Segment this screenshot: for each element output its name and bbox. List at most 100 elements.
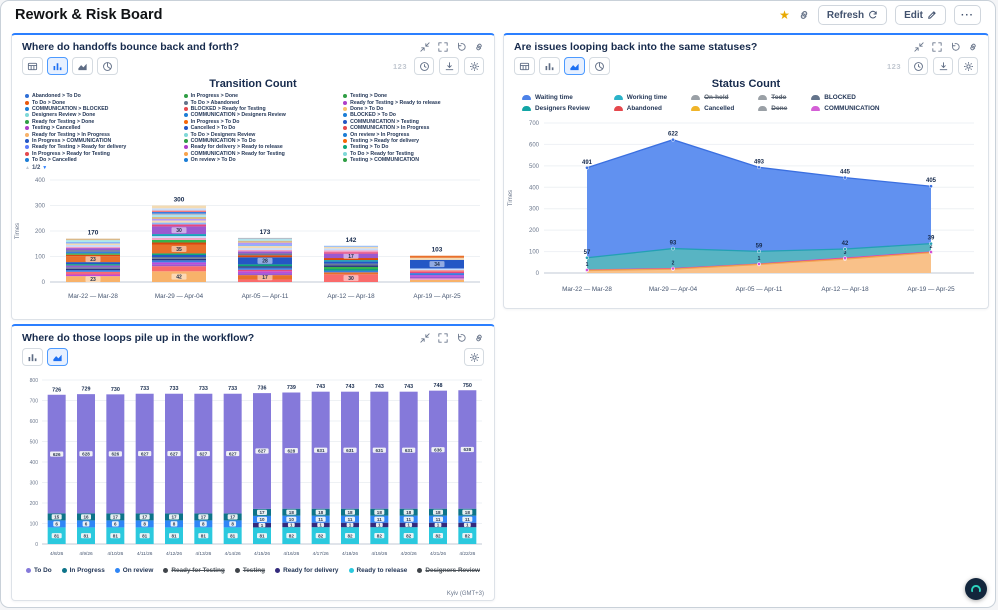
- svg-text:626: 626: [53, 452, 61, 457]
- link-icon[interactable]: [968, 42, 978, 52]
- chart-type-switcher: [22, 57, 118, 75]
- bar-chart-button[interactable]: [22, 348, 43, 366]
- fullscreen-icon[interactable]: [438, 42, 448, 52]
- area-chart-button[interactable]: [72, 57, 93, 75]
- edit-button[interactable]: Edit: [895, 5, 946, 25]
- collapse-icon[interactable]: [420, 333, 430, 343]
- svg-text:18: 18: [406, 510, 412, 515]
- favorite-star-icon[interactable]: ★: [779, 9, 790, 21]
- legend-label: Ready for Testing > Ready to release: [350, 100, 441, 106]
- collapse-icon[interactable]: [914, 42, 924, 52]
- transition-count-chart[interactable]: 0100200300400Times2323170Mar-22 — Mar-28…: [12, 172, 490, 306]
- svg-text:11: 11: [348, 517, 353, 522]
- svg-text:400: 400: [529, 185, 540, 191]
- bar-chart-button[interactable]: [47, 57, 68, 75]
- pager-up-icon[interactable]: ▲: [25, 165, 30, 171]
- download-button[interactable]: [933, 57, 953, 75]
- svg-text:405: 405: [926, 178, 937, 184]
- legend-swatch: [184, 101, 188, 105]
- svg-text:743: 743: [404, 384, 413, 390]
- legend-label: In Progress > Ready for Testing: [32, 151, 110, 157]
- legend-swatch: [184, 139, 188, 143]
- legend-item[interactable]: Cancelled: [691, 104, 734, 114]
- gear-icon[interactable]: [464, 348, 484, 366]
- chart-type-switcher: [514, 57, 610, 75]
- chat-widget-button[interactable]: [965, 578, 987, 600]
- table-view-button[interactable]: [22, 57, 43, 75]
- svg-text:Apr-12 — Apr-18: Apr-12 — Apr-18: [327, 293, 375, 300]
- legend-item[interactable]: Done: [758, 104, 787, 114]
- legend-item[interactable]: To Do > Cancelled: [25, 157, 176, 163]
- svg-text:730: 730: [111, 387, 120, 393]
- topbar-actions: ★ Refresh Edit ···: [779, 5, 981, 25]
- gear-icon[interactable]: [958, 57, 978, 75]
- legend-item[interactable]: To Do: [26, 567, 52, 574]
- bar-chart-button[interactable]: [539, 57, 560, 75]
- panel-statuses: Are issues looping back into the same st…: [503, 33, 989, 309]
- legend-item[interactable]: COMMUNICATION: [811, 104, 879, 114]
- svg-text:1: 1: [407, 523, 410, 528]
- download-button[interactable]: [439, 57, 459, 75]
- legend-label: To Do > Ready for Testing: [350, 151, 414, 157]
- svg-text:82: 82: [318, 533, 324, 538]
- legend-item[interactable]: Ready for Testing: [163, 567, 225, 574]
- link-icon[interactable]: [474, 42, 484, 52]
- workflow-stacked-chart[interactable]: 0100200300400500600700800816156267264/8/…: [12, 368, 490, 564]
- svg-text:81: 81: [113, 533, 119, 538]
- svg-text:4/18/26: 4/18/26: [342, 551, 358, 557]
- pie-chart-button[interactable]: [97, 57, 118, 75]
- pie-chart-button[interactable]: [589, 57, 610, 75]
- legend-item[interactable]: Designers Review: [417, 567, 480, 574]
- refresh-button[interactable]: Refresh: [818, 5, 887, 25]
- time-range-button[interactable]: [414, 57, 434, 75]
- svg-text:Times: Times: [15, 223, 21, 239]
- legend-item[interactable]: Ready for delivery: [275, 567, 338, 574]
- legend-item[interactable]: BLOCKED: [811, 93, 879, 103]
- fullscreen-icon[interactable]: [932, 42, 942, 52]
- legend-item[interactable]: Ready to release: [349, 567, 408, 574]
- legend-item[interactable]: Todo: [758, 93, 787, 103]
- link-icon[interactable]: [474, 333, 484, 343]
- value-labels-toggle[interactable]: 123: [393, 62, 407, 71]
- status-count-chart[interactable]: 0100200300400500600700Times1213257935942…: [504, 115, 986, 307]
- legend-swatch: [235, 568, 240, 573]
- legend-item[interactable]: Testing: [235, 567, 265, 574]
- svg-text:300: 300: [174, 197, 185, 204]
- legend-item[interactable]: Testing > COMMUNICATION: [343, 157, 490, 163]
- area-chart-button[interactable]: [564, 57, 585, 75]
- legend-swatch: [343, 94, 347, 98]
- svg-text:81: 81: [171, 533, 177, 538]
- legend-item[interactable]: Waiting time: [522, 93, 590, 103]
- legend-item[interactable]: In Progress: [62, 567, 105, 574]
- svg-text:Apr-12 — Apr-18: Apr-12 — Apr-18: [821, 286, 869, 293]
- fullscreen-icon[interactable]: [438, 333, 448, 343]
- legend-swatch: [758, 106, 767, 111]
- svg-text:18: 18: [289, 510, 295, 515]
- svg-text:400: 400: [35, 178, 46, 184]
- panel-statuses-title: Are issues looping back into the same st…: [514, 41, 757, 53]
- svg-text:59: 59: [756, 243, 763, 249]
- legend-item[interactable]: Working time: [614, 93, 667, 103]
- legend-swatch: [184, 126, 188, 130]
- reset-icon[interactable]: [950, 42, 960, 52]
- area-chart-button[interactable]: [47, 348, 68, 366]
- value-labels-toggle[interactable]: 123: [887, 62, 901, 71]
- svg-text:631: 631: [346, 448, 354, 453]
- table-view-button[interactable]: [514, 57, 535, 75]
- svg-text:748: 748: [434, 383, 443, 389]
- gear-icon[interactable]: [464, 57, 484, 75]
- legend-item[interactable]: On review > To Do: [184, 157, 335, 163]
- legend-item[interactable]: Designers Review: [522, 104, 590, 114]
- time-range-button[interactable]: [908, 57, 928, 75]
- collapse-icon[interactable]: [420, 42, 430, 52]
- copy-link-icon[interactable]: [798, 9, 810, 21]
- reset-icon[interactable]: [456, 333, 466, 343]
- reset-icon[interactable]: [456, 42, 466, 52]
- legend-item[interactable]: Abandoned: [614, 104, 667, 114]
- legend-item[interactable]: On review: [115, 567, 154, 574]
- legend-swatch: [25, 133, 29, 137]
- svg-text:743: 743: [316, 384, 325, 390]
- more-button[interactable]: ···: [954, 5, 981, 25]
- pager-down-icon[interactable]: ▼: [42, 165, 47, 171]
- legend-item[interactable]: On-hold: [691, 93, 734, 103]
